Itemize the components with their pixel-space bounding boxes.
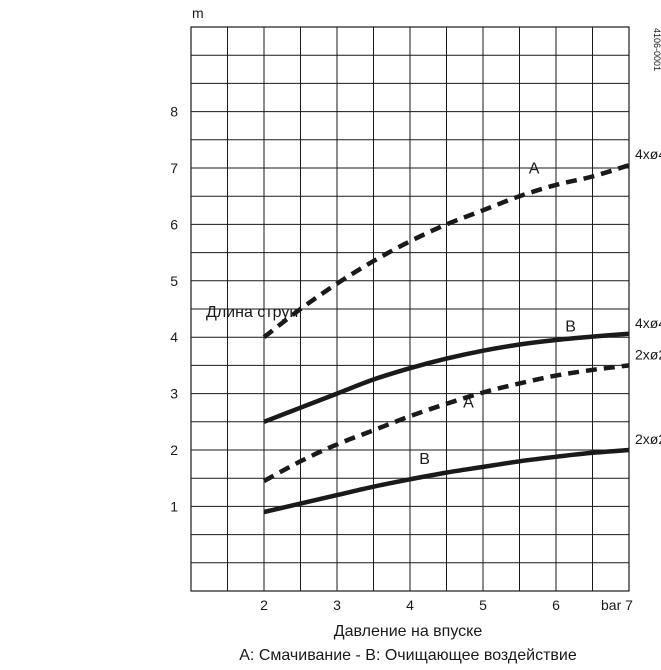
x-tick-label: 5 [479,597,487,613]
y-tick-label: 6 [170,216,178,232]
series-line-4 [263,447,630,515]
x-axis-unit: bar [601,597,622,613]
y-tick-label: 1 [170,498,178,514]
x-tick-label: 7 [625,597,633,613]
curve-letter-label-1: A [529,161,540,178]
y-axis-unit: m [192,5,204,21]
x-axis-label: Давление на впуске [334,623,483,640]
curve-letter-label-2: B [565,319,576,336]
series-line-2 [263,331,630,424]
y-tick-label: 2 [170,442,178,458]
y-tick-label: 8 [170,104,178,120]
chart-caption: A: Смачивание - B: Очищающее воздействие [239,647,577,664]
series-line-3 [262,363,630,483]
x-tick-label: 4 [406,597,414,613]
curve-letter-label-3: A [463,395,474,412]
curve-letter-label-4: B [419,451,430,468]
x-tick-label: 3 [333,597,341,613]
y-tick-label: 3 [170,386,178,402]
y-tick-label: 5 [170,273,178,289]
chart-text: m bar Длина струи Давление на впуске A: … [170,5,661,664]
figure-code: 4106-0001 [652,28,661,71]
y-tick-label: 7 [170,160,178,176]
series-lines [262,163,630,515]
y-axis-label: Длина струи [206,304,298,321]
x-tick-label: 2 [260,597,268,613]
series-line-1 [262,163,630,339]
y-tick-label: 4 [170,329,178,345]
x-tick-label: 6 [552,597,560,613]
